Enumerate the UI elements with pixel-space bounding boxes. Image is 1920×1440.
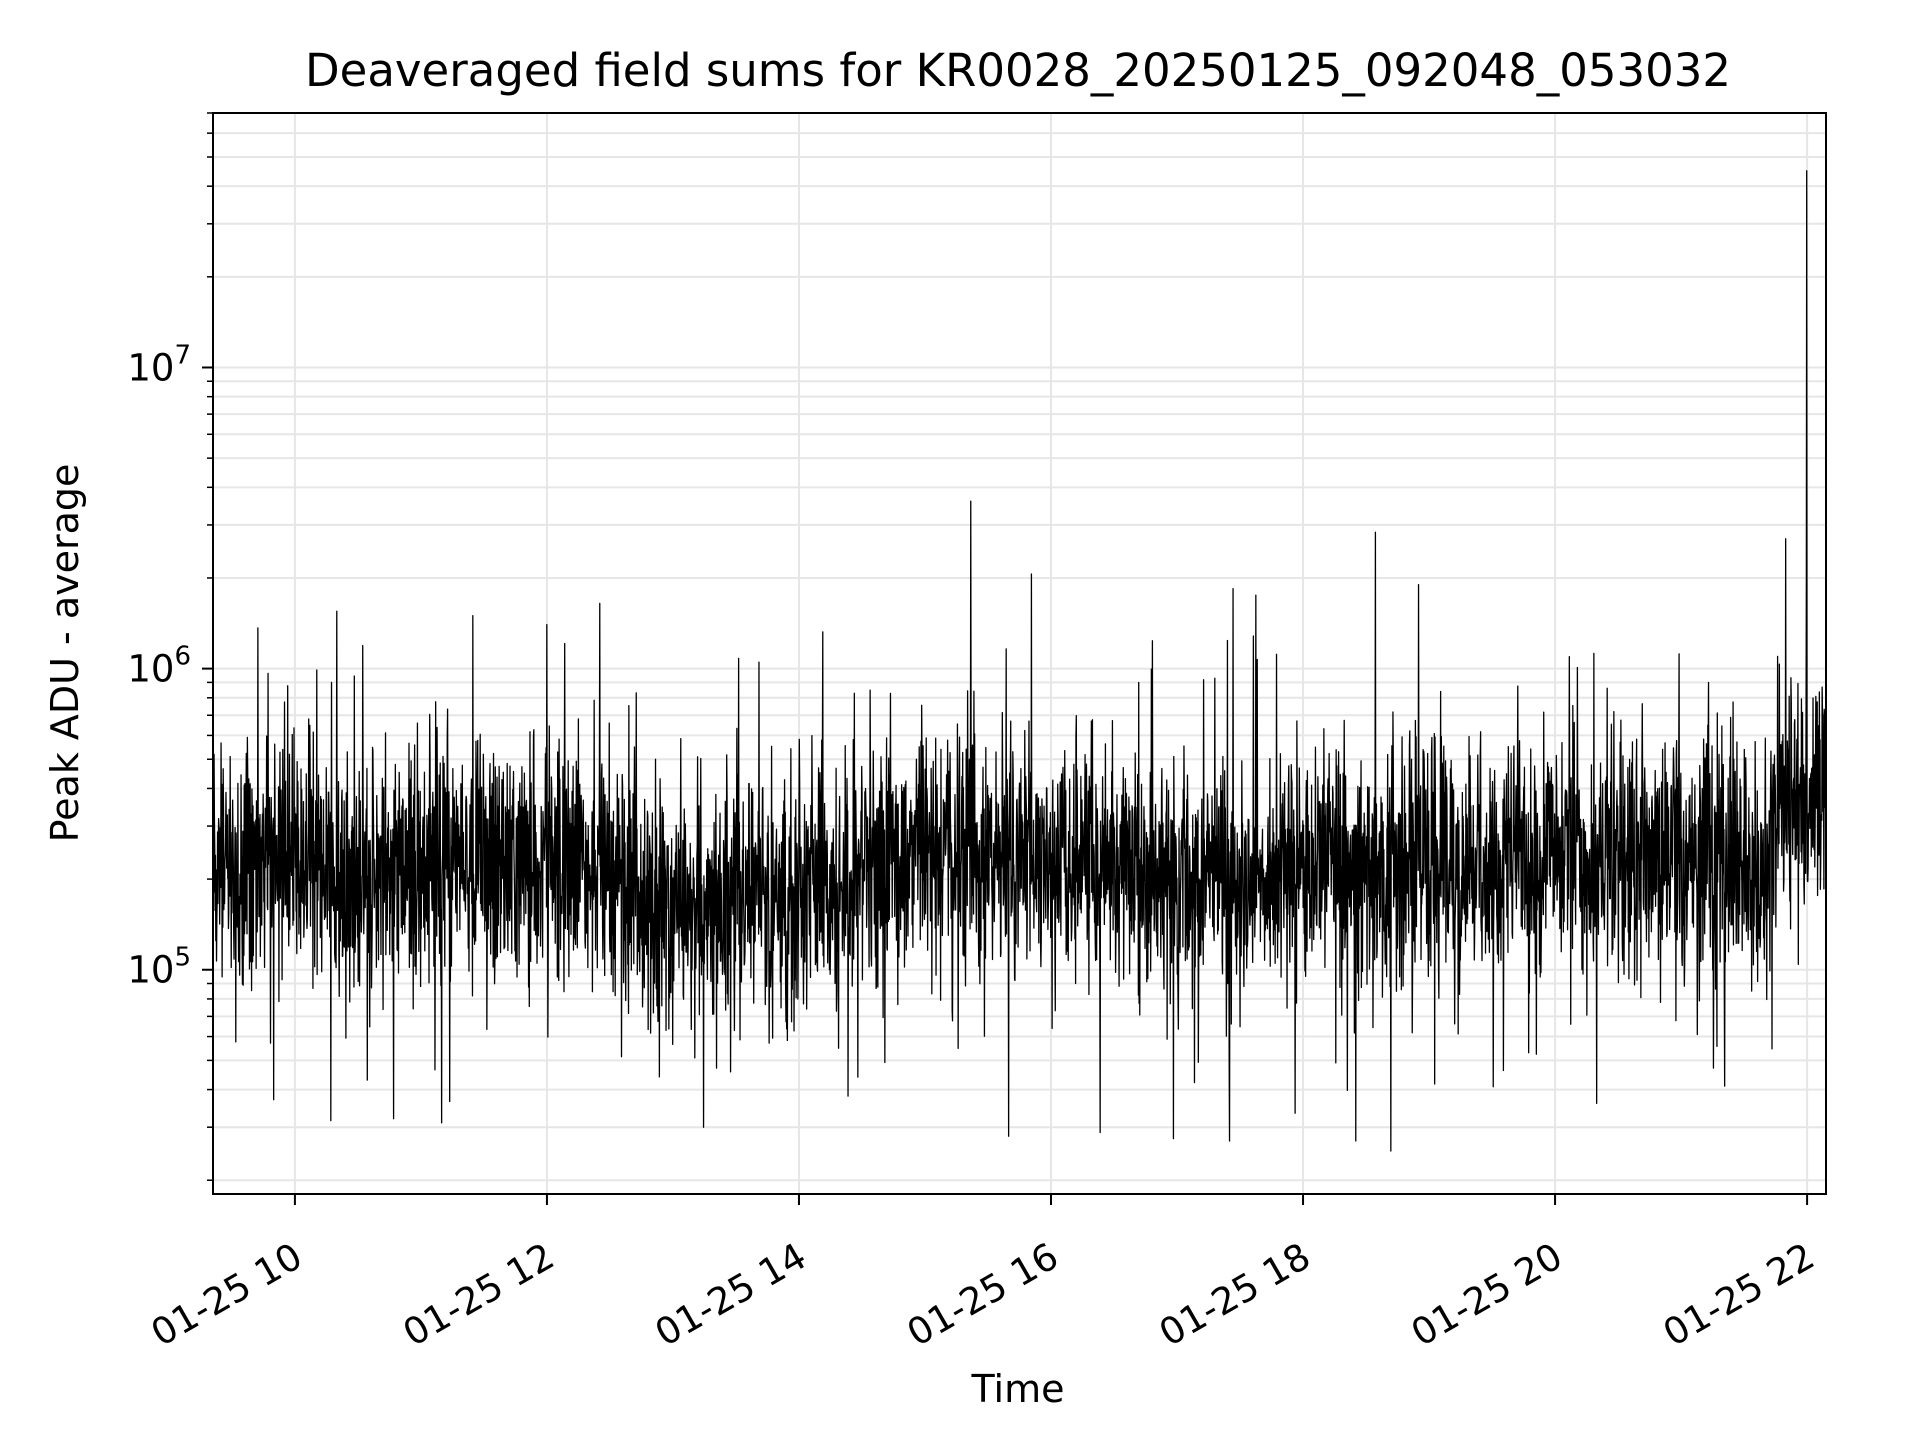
y-tick-label: 106	[127, 642, 191, 691]
y-axis-label: Peak ADU - average	[43, 464, 87, 843]
chart-title: Deaveraged field sums for KR0028_2025012…	[305, 44, 1731, 97]
y-tick-exponent: 7	[174, 340, 191, 370]
y-tick-exponent: 5	[174, 943, 191, 973]
y-tick-label: 107	[127, 340, 191, 389]
y-tick-base: 10	[127, 949, 174, 992]
grid	[213, 112, 1826, 1194]
y-tick-base: 10	[127, 346, 174, 389]
y-tick-exponent: 6	[174, 642, 191, 672]
data-layer	[212, 170, 1827, 1152]
y-tick-label: 105	[127, 943, 191, 992]
plot-frame	[212, 112, 1827, 1195]
series-line	[212, 170, 1827, 1152]
x-axis-label: Time	[971, 1367, 1065, 1411]
y-tick-base: 10	[127, 648, 174, 691]
